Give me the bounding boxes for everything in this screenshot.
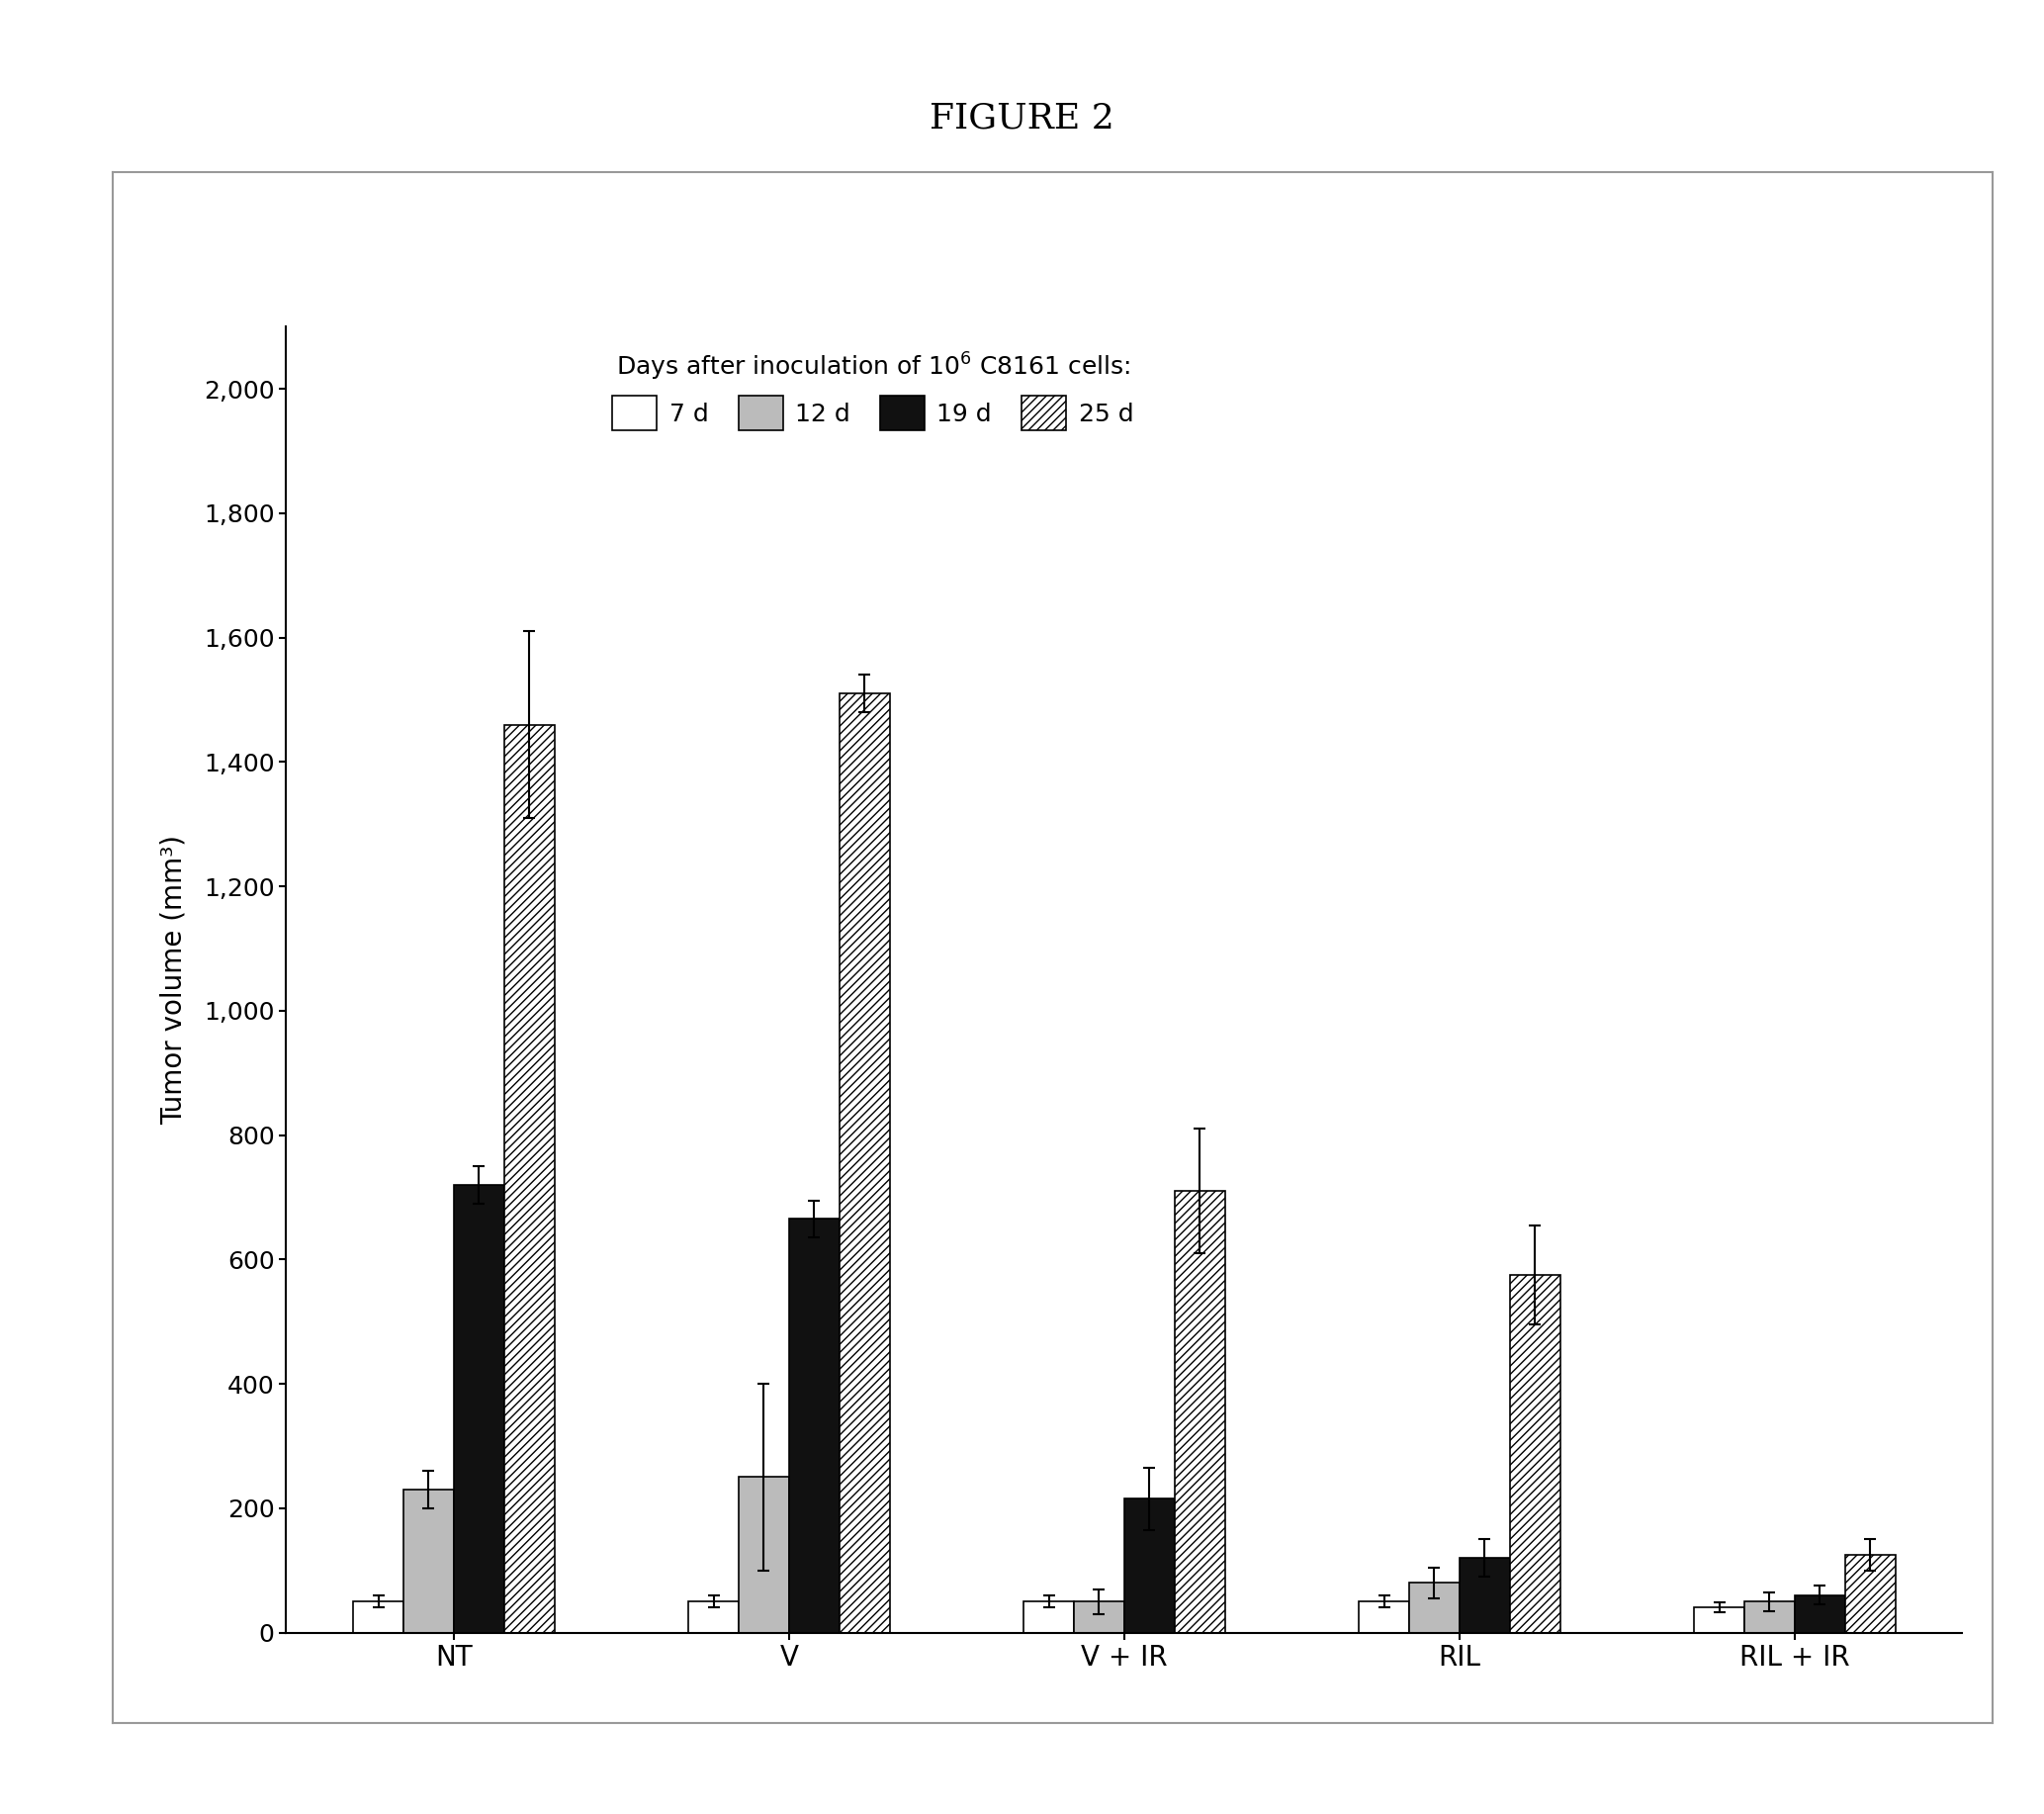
Bar [738, 1477, 789, 1633]
Bar [840, 693, 889, 1633]
Bar [1024, 1602, 1073, 1633]
Bar [1359, 1602, 1408, 1633]
Y-axis label: Tumor volume (mm³): Tumor volume (mm³) [159, 834, 188, 1125]
Bar [1175, 1192, 1224, 1633]
Legend: 7 d, 12 d, 19 d, 25 d: 7 d, 12 d, 19 d, 25 d [601, 339, 1147, 443]
Bar [454, 1185, 505, 1633]
Bar [1846, 1555, 1895, 1633]
Bar [1408, 1584, 1459, 1633]
Bar [689, 1602, 738, 1633]
Bar [789, 1219, 840, 1633]
Bar [354, 1602, 403, 1633]
Bar [1459, 1558, 1511, 1633]
Bar [1795, 1595, 1846, 1633]
Bar [1744, 1602, 1795, 1633]
Bar [403, 1489, 454, 1633]
Bar [1124, 1498, 1175, 1633]
Bar [505, 724, 554, 1633]
Text: FIGURE 2: FIGURE 2 [930, 102, 1114, 134]
Bar [1073, 1602, 1124, 1633]
Bar [1511, 1275, 1560, 1633]
Bar [1694, 1607, 1744, 1633]
